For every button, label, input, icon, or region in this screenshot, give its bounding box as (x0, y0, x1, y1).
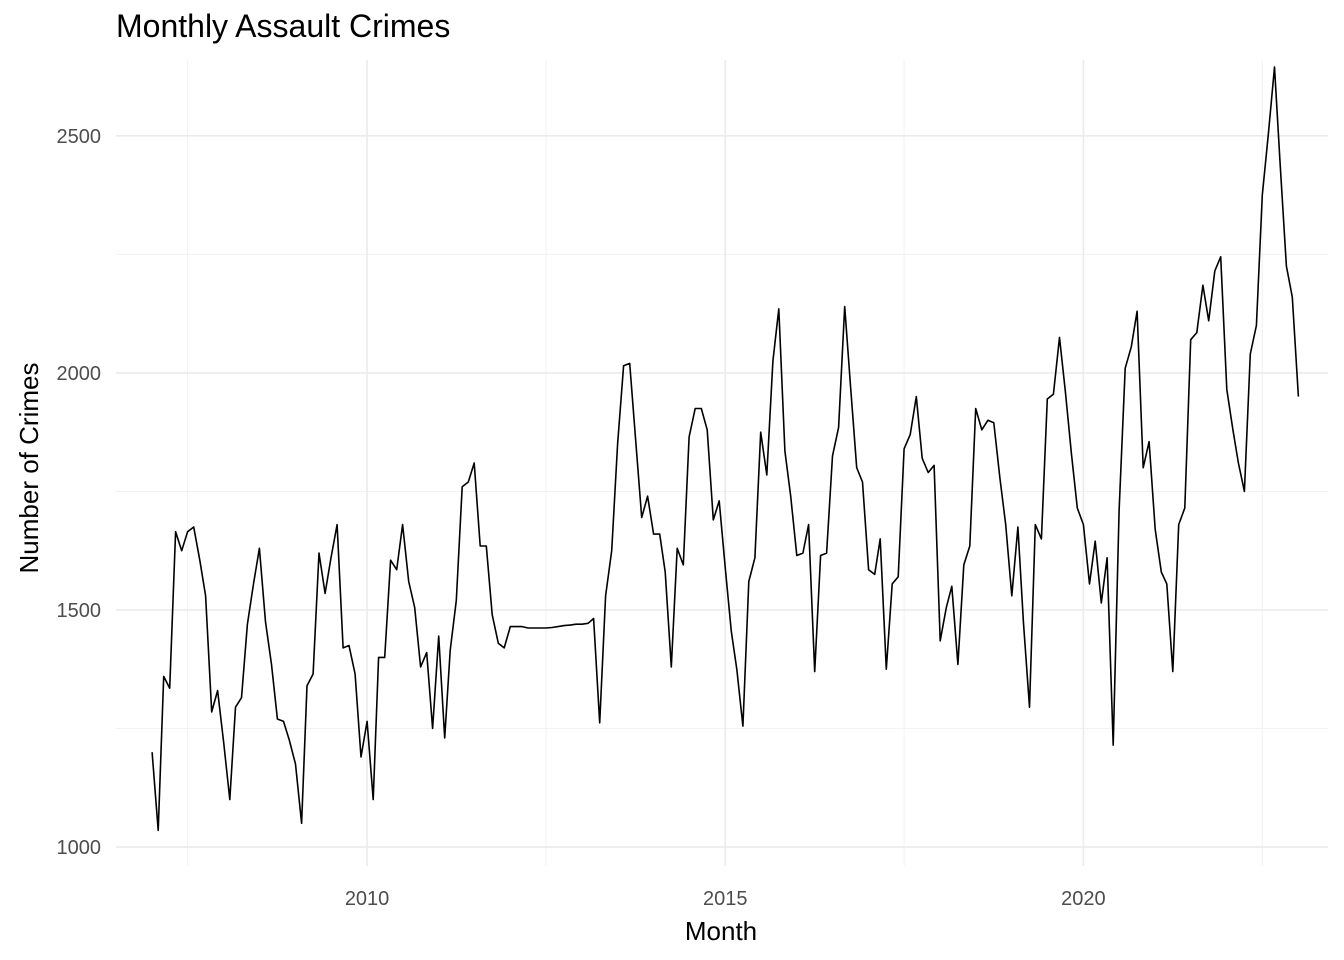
series-group (151, 66, 1300, 832)
chart-title: Monthly Assault Crimes (116, 8, 451, 44)
y-tick-label: 1000 (57, 837, 102, 859)
y-tick-label: 1500 (57, 600, 102, 622)
x-tick-label: 2010 (345, 888, 390, 910)
y-axis-title: Number of Crimes (14, 363, 44, 574)
x-tick-labels: 2010 2015 2020 (345, 888, 1106, 910)
minor-gridlines (116, 60, 1328, 866)
x-tick-label: 2015 (703, 888, 748, 910)
series-line (151, 66, 1300, 832)
y-tick-label: 2000 (57, 363, 102, 385)
x-axis-title: Month (685, 916, 757, 946)
major-gridlines (116, 60, 1328, 866)
y-tick-labels: 1000 1500 2000 2500 (57, 126, 102, 859)
y-tick-label: 2500 (57, 126, 102, 148)
x-tick-label: 2020 (1061, 888, 1106, 910)
